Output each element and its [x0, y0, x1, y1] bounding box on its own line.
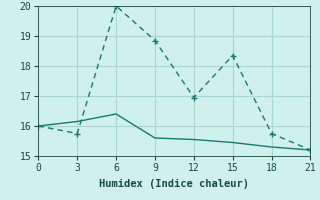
X-axis label: Humidex (Indice chaleur): Humidex (Indice chaleur) [100, 179, 249, 189]
